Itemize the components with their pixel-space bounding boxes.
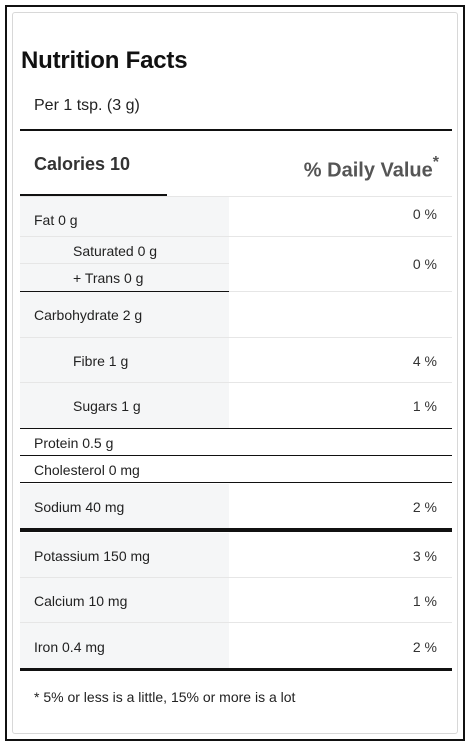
sodium-label: Sodium 40 mg [34,499,125,515]
daily-value-label: % Daily Value [303,159,433,182]
calories-underline [20,194,167,197]
nutrition-facts-panel: Nutrition Facts Per 1 tsp. (3 g) Calorie… [5,5,465,741]
footnote: * 5% or less is a little, 15% or more is… [34,689,296,705]
row-divider [229,291,452,292]
fat-label: Fat 0 g [34,212,78,228]
row-divider [20,482,452,483]
divider-thick [20,129,452,131]
sugars-label: Sugars 1 g [73,398,141,414]
divider-thick [20,668,452,671]
iron-label: Iron 0.4 mg [34,639,105,655]
saturated-trans-percent: 0 % [412,256,437,272]
row-divider [20,196,452,197]
trans-fat-label: + Trans 0 g [73,270,144,286]
protein-label: Protein 0.5 g [34,435,114,451]
serving-size: Per 1 tsp. (3 g) [34,97,140,114]
row-divider [20,337,452,338]
iron-percent: 2 % [412,639,437,655]
fibre-label: Fibre 1 g [73,353,129,369]
daily-value-asterisk: * [432,154,439,171]
calcium-percent: 1 % [412,593,437,609]
fat-percent: 0 % [412,206,437,222]
row-divider [20,622,452,623]
carbohydrate-label: Carbohydrate 2 g [34,307,143,323]
row-divider [20,263,229,264]
calcium-label: Calcium 10 mg [34,593,128,609]
sugars-percent: 1 % [412,398,437,414]
label-column-shade [20,533,229,669]
label-column-shade [20,197,229,428]
nutrition-facts-inner: Nutrition Facts Per 1 tsp. (3 g) Calorie… [12,12,458,734]
row-divider [20,382,452,383]
label-column-shade [20,484,229,529]
row-divider [20,577,452,578]
saturated-fat-label: Saturated 0 g [73,243,158,259]
row-divider [20,455,452,456]
fibre-percent: 4 % [412,353,437,369]
row-divider [20,236,452,237]
sodium-percent: 2 % [412,499,437,515]
row-divider [20,291,229,292]
row-divider [20,428,452,429]
daily-value-header: % Daily Value* [303,154,439,183]
potassium-label: Potassium 150 mg [34,548,150,564]
page-title: Nutrition Facts [21,47,188,74]
cholesterol-label: Cholesterol 0 mg [34,462,140,478]
divider-thick [20,528,452,532]
calories-label: Calories 10 [34,154,131,174]
potassium-percent: 3 % [412,548,437,564]
